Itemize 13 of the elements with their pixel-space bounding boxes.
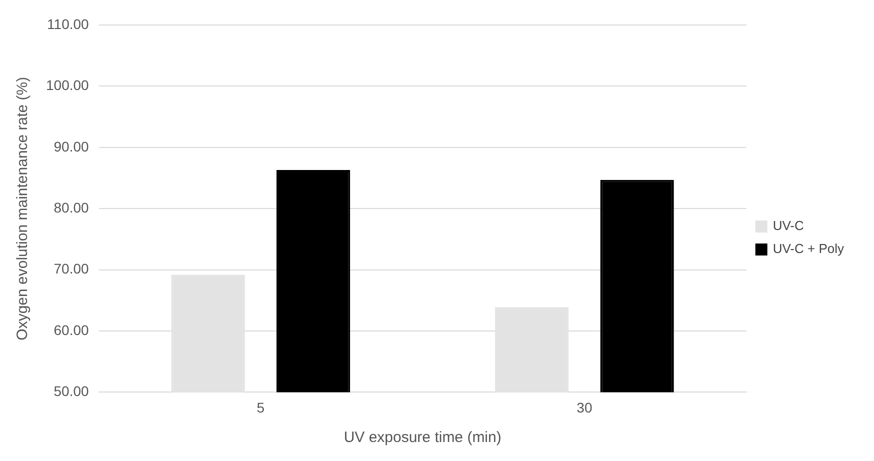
y-tick-label: 110.00: [47, 16, 90, 32]
y-tick-label: 50.00: [54, 383, 90, 400]
y-tick-label: 70.00: [54, 260, 90, 277]
x-axis-title: UV exposure time (min): [344, 429, 502, 446]
x-tick-label: 30: [576, 399, 592, 416]
y-tick-label: 100.00: [46, 77, 90, 94]
y-tick-label: 90.00: [54, 138, 90, 154]
y-tick-label: 80.00: [54, 199, 90, 216]
legend-label: UV-C + Poly: [772, 241, 844, 256]
y-axis-title: Oxygen evolution maintenance rate (%): [14, 76, 32, 340]
legend-label: UV-C: [772, 218, 804, 234]
y-tick-label: 60.00: [54, 322, 90, 338]
x-tick-label: 5: [256, 399, 265, 416]
